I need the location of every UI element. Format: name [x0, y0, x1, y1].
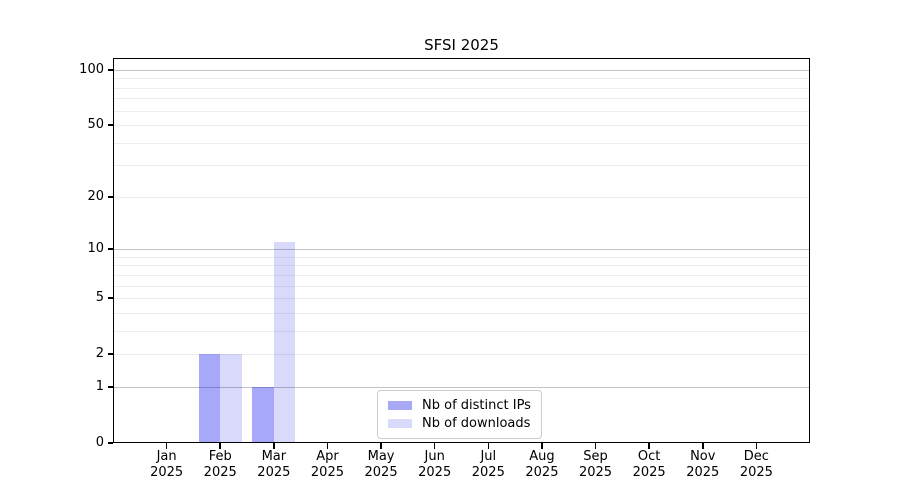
x-tick — [541, 443, 543, 449]
y-tick-label: 1 — [95, 378, 104, 394]
y-tick-label: 20 — [87, 188, 104, 204]
gridline-major — [113, 69, 810, 71]
y-tick-label: 100 — [79, 61, 104, 77]
y-tick — [108, 248, 113, 250]
chart-title: SFSI 2025 — [424, 36, 499, 54]
gridline-minor — [113, 78, 810, 80]
y-tick — [108, 297, 113, 299]
x-tick — [219, 443, 221, 449]
x-tick — [326, 443, 329, 449]
gridline-major — [113, 386, 810, 388]
x-tick-label: Jul 2025 — [471, 449, 505, 480]
y-tick — [108, 124, 113, 126]
gridline-minor — [113, 298, 810, 300]
x-tick — [594, 443, 597, 449]
legend-label-downloads: Nb of downloads — [422, 416, 531, 431]
y-tick-label: 2 — [95, 346, 104, 362]
gridline-minor — [113, 142, 810, 144]
y-tick-label: 50 — [87, 117, 104, 133]
x-tick — [380, 443, 382, 449]
y-tick-label: 10 — [87, 241, 104, 257]
x-tick-label: Nov 2025 — [686, 449, 720, 480]
x-tick — [487, 443, 490, 449]
gridline-minor — [113, 330, 810, 332]
x-tick-label: May 2025 — [364, 449, 398, 480]
gridline-minor — [113, 285, 810, 287]
x-tick-label: Apr 2025 — [310, 449, 344, 480]
gridline-minor — [113, 265, 810, 267]
y-tick — [108, 386, 113, 388]
gridline-minor — [113, 87, 810, 89]
gridline-minor — [113, 110, 810, 112]
x-tick-label: Sep 2025 — [578, 449, 613, 480]
legend-swatch-downloads-icon — [388, 419, 412, 428]
x-tick-label: Feb 2025 — [203, 449, 237, 480]
y-tick — [108, 69, 113, 71]
gridline-minor — [113, 256, 810, 258]
legend-item-downloads: Nb of downloads — [388, 416, 531, 431]
x-tick-label: Jun 2025 — [418, 449, 452, 480]
x-tick-label: Jan 2025 — [150, 449, 184, 480]
x-tick-label: Aug 2025 — [525, 449, 559, 480]
gridline-minor — [113, 98, 810, 100]
plot-area — [113, 58, 810, 443]
y-tick-label: 0 — [95, 435, 104, 450]
gridline-minor — [113, 312, 810, 314]
x-tick — [702, 443, 704, 449]
gridline-minor — [113, 125, 810, 127]
legend-swatch-distinct-ips-icon — [388, 401, 412, 410]
legend-label-distinct-ips: Nb of distinct IPs — [422, 398, 531, 413]
x-tick — [433, 443, 436, 449]
y-tick — [108, 196, 113, 198]
gridline-major — [113, 249, 810, 251]
gridline-minor — [113, 354, 810, 356]
bar-mar-2025-series-0 — [252, 386, 274, 443]
x-tick — [273, 443, 275, 449]
bar-mar-2025-series-1 — [273, 242, 296, 443]
gridline-minor — [113, 196, 810, 198]
y-tick-label: 5 — [95, 290, 104, 306]
legend: Nb of distinct IPs Nb of downloads — [377, 390, 542, 439]
bar-feb-2025-series-0 — [198, 354, 221, 443]
y-tick — [108, 353, 113, 355]
gridline-minor — [113, 165, 810, 167]
x-tick-label: Dec 2025 — [739, 449, 773, 480]
x-tick — [755, 443, 758, 449]
bar-feb-2025-series-1 — [220, 354, 242, 443]
y-tick — [108, 442, 113, 444]
x-tick-label: Oct 2025 — [632, 449, 666, 480]
x-tick — [648, 443, 650, 449]
x-tick — [165, 443, 168, 449]
x-tick-label: Mar 2025 — [257, 449, 291, 480]
legend-item-distinct-ips: Nb of distinct IPs — [388, 398, 531, 413]
gridline-minor — [113, 274, 810, 276]
